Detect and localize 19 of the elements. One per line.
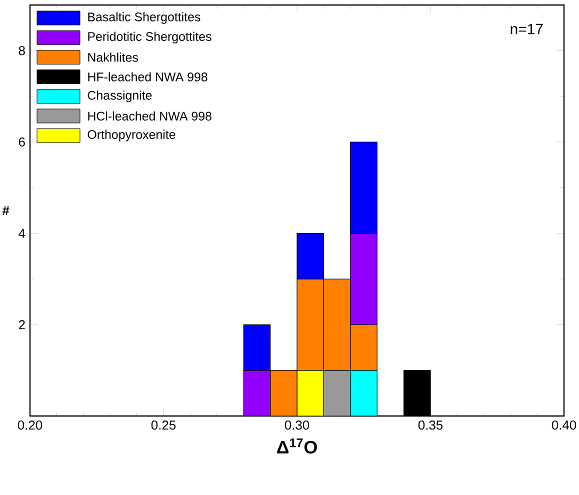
legend-label: HF-leached NWA 998: [88, 72, 208, 82]
legend-label: Peridotitic Shergottites: [88, 32, 212, 44]
x-tick-label: 0.25: [151, 420, 176, 430]
y-tick-label: 2: [18, 320, 25, 330]
legend-label: Basaltic Shergottites: [88, 12, 200, 24]
annotation: n=17: [510, 24, 543, 34]
y-tick-label: 6: [18, 137, 25, 147]
legend-label: Nakhlites: [88, 52, 138, 62]
x-tick-label: 0.30: [284, 420, 310, 430]
x-tick-label: 0.20: [18, 420, 42, 430]
legend-label: HCl-leached NWA 998: [88, 111, 212, 121]
x-tick-label: 0.35: [418, 420, 443, 430]
legend-label: Orthopyroxenite: [88, 130, 176, 142]
legend-label: Chassignite: [88, 90, 152, 102]
x-axis-title: Δ$^{17}$O: [277, 438, 317, 454]
y-tick-label: 8: [18, 46, 25, 56]
y-tick-label: 4: [18, 228, 26, 238]
y-axis-title: #: [2, 206, 10, 215]
x-tick-label: 0.40: [552, 420, 576, 430]
